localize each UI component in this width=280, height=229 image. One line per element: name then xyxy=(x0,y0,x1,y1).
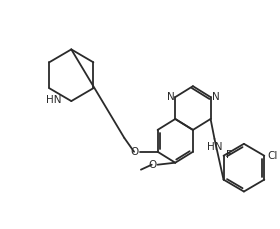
Text: O: O xyxy=(131,147,139,157)
Text: N: N xyxy=(212,92,219,102)
Text: O: O xyxy=(148,160,157,170)
Text: HN: HN xyxy=(207,142,222,152)
Text: N: N xyxy=(167,92,174,102)
Text: F: F xyxy=(227,150,232,160)
Text: Cl: Cl xyxy=(267,151,277,161)
Text: HN: HN xyxy=(46,95,62,105)
